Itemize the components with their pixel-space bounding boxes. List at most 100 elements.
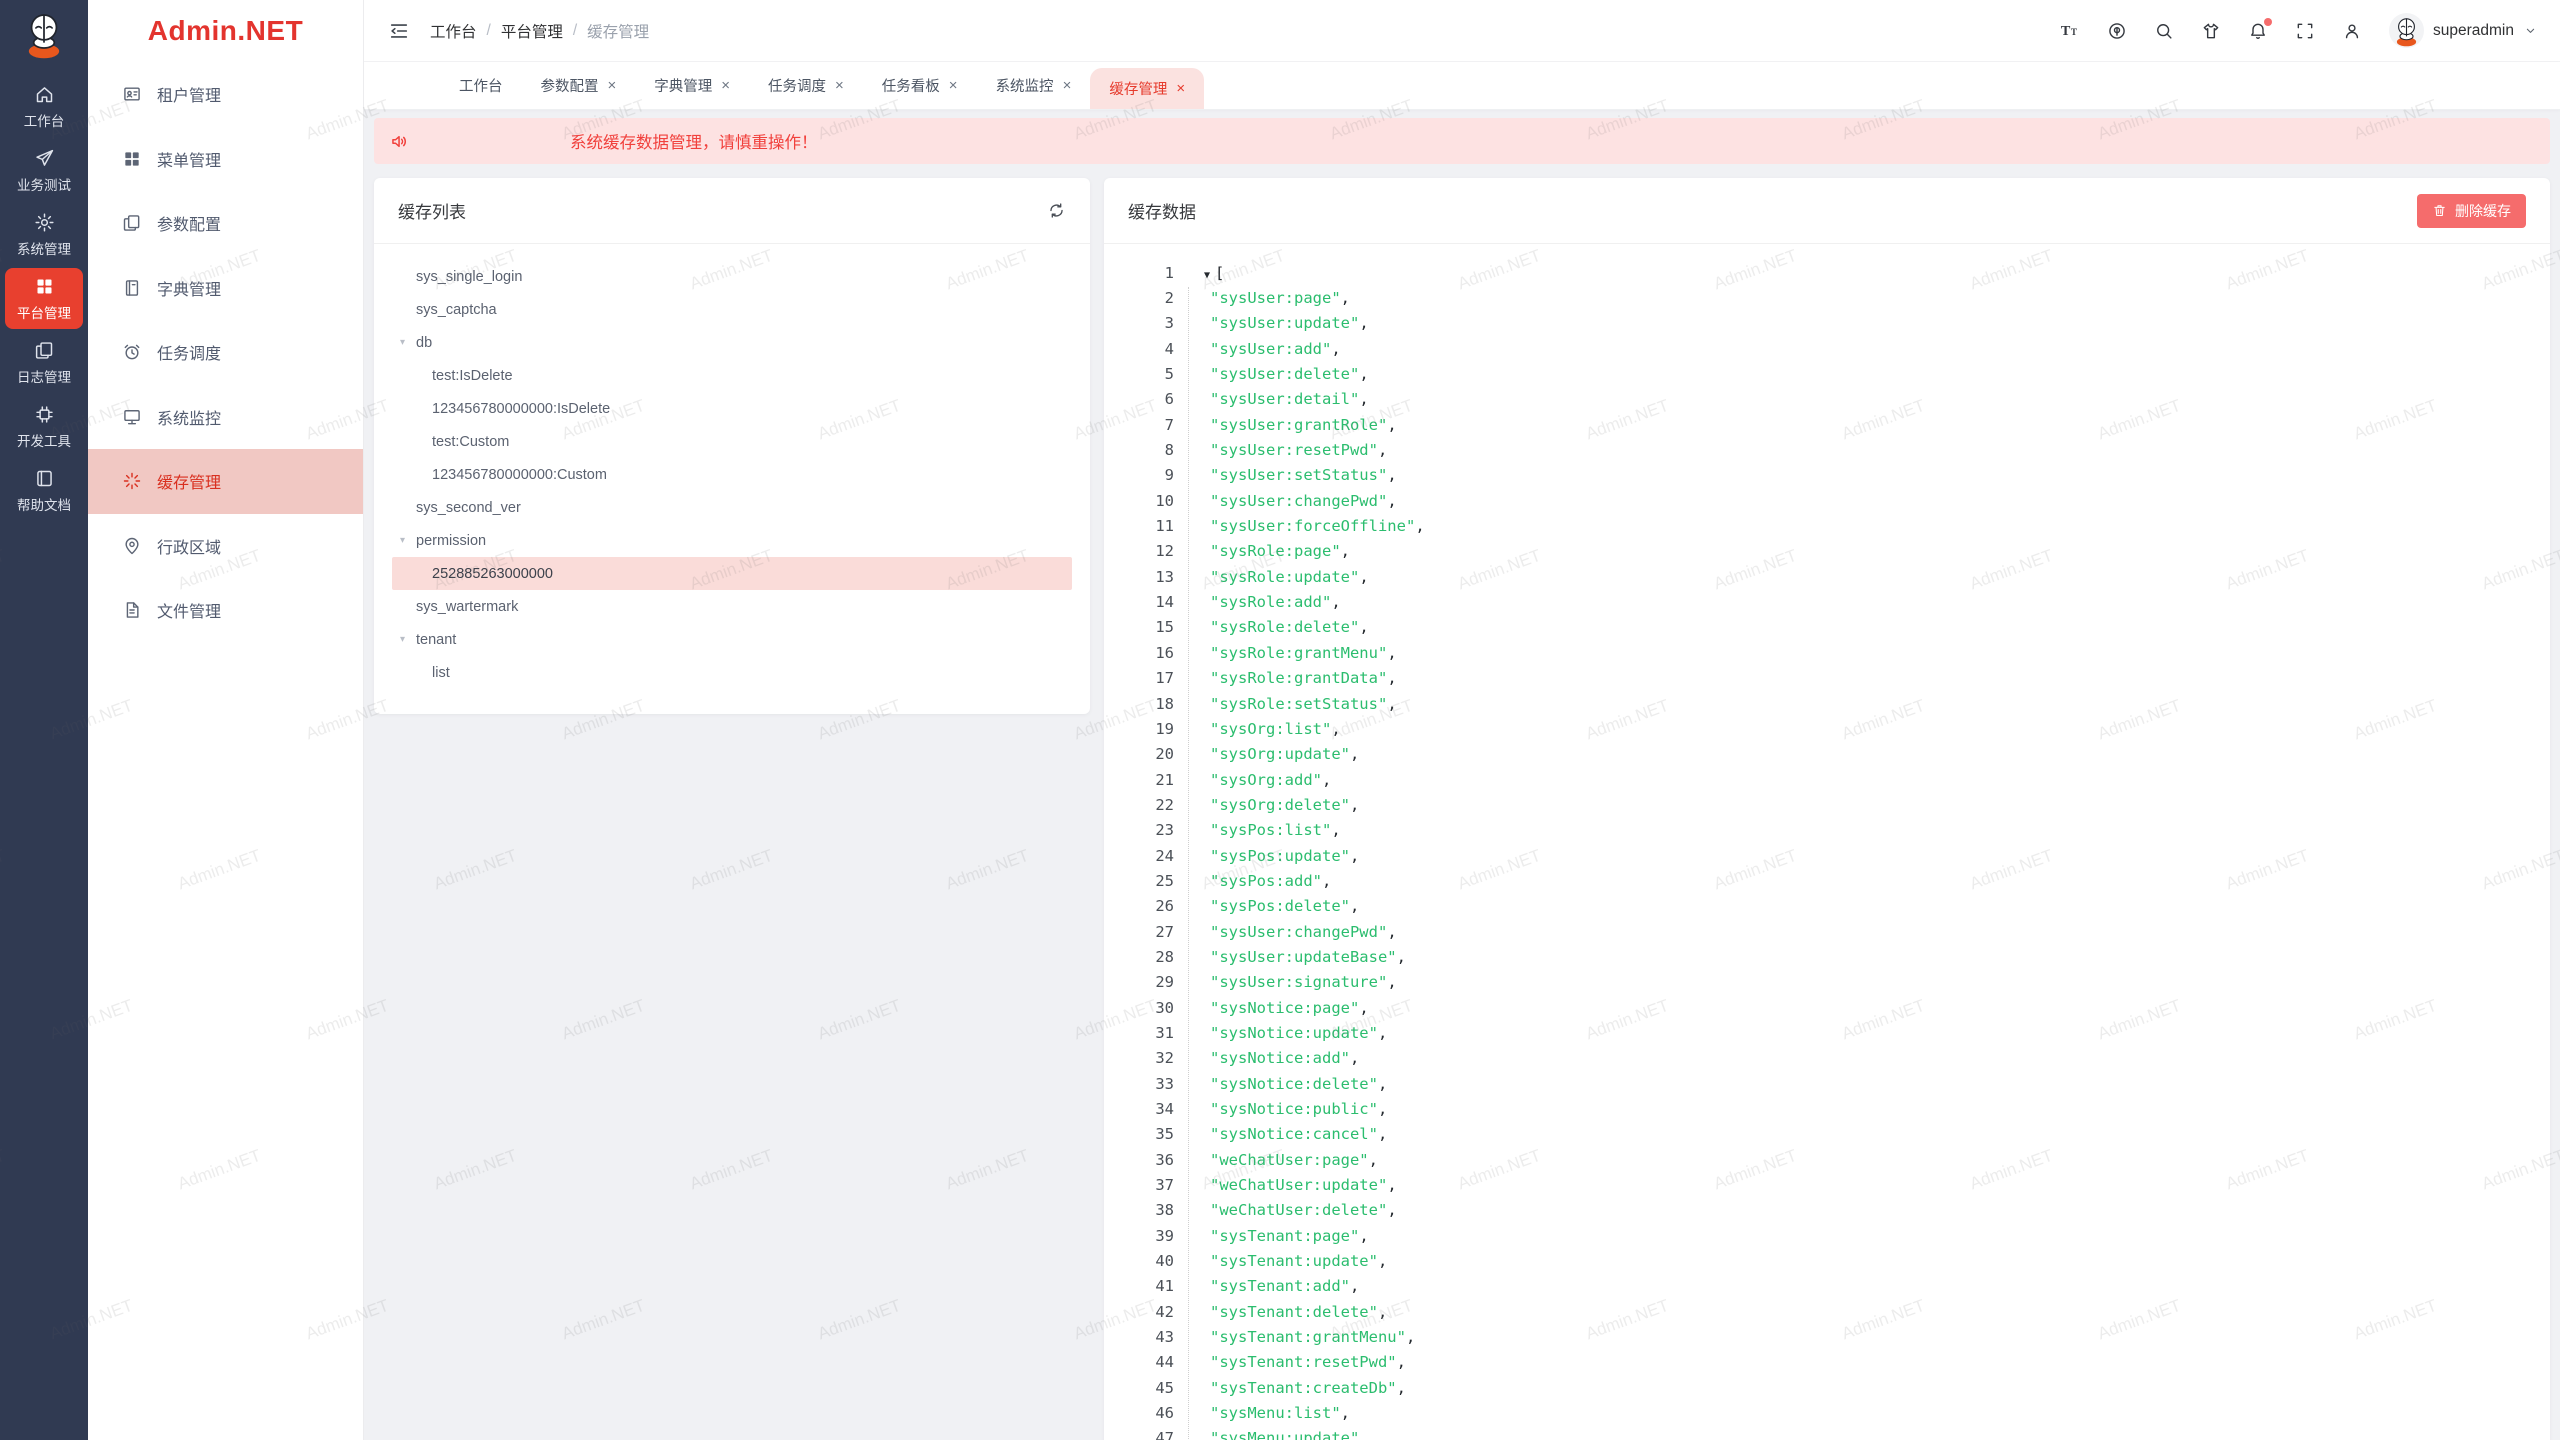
line-number: 15 bbox=[1155, 618, 1174, 637]
close-icon[interactable]: × bbox=[1176, 80, 1186, 97]
sidebar-item-行政区域[interactable]: 行政区域 bbox=[88, 514, 363, 579]
code-line: 11 "sysUser:forceOffline", bbox=[1124, 513, 2550, 538]
tree-item-sys_captcha[interactable]: sys_captcha bbox=[392, 293, 1072, 326]
avatar[interactable] bbox=[2389, 13, 2424, 48]
rail-item-工作台[interactable]: 工作台 bbox=[5, 76, 83, 137]
rail-item-帮助文档[interactable]: 帮助文档 bbox=[5, 460, 83, 521]
line-number: 46 bbox=[1155, 1404, 1174, 1423]
close-icon[interactable]: × bbox=[948, 77, 958, 94]
tree-item-test:IsDelete[interactable]: test:IsDelete bbox=[392, 359, 1072, 392]
json-string-value: "sysTenant:grantMenu", bbox=[1210, 1328, 1416, 1347]
code-line: 4 "sysUser:add", bbox=[1124, 336, 2550, 361]
json-string-value: "sysUser:page", bbox=[1210, 289, 1350, 308]
tree-item-252885263000000[interactable]: 252885263000000 bbox=[392, 557, 1072, 590]
code-line: 40 "sysTenant:update", bbox=[1124, 1248, 2550, 1273]
caret-down-icon[interactable]: ▾ bbox=[400, 634, 406, 645]
rail-item-系统管理[interactable]: 系统管理 bbox=[5, 204, 83, 265]
code-line: 47 "sysMenu:update", bbox=[1124, 1426, 2550, 1440]
close-icon[interactable]: × bbox=[721, 77, 731, 94]
sidebar-item-缓存管理[interactable]: 缓存管理 bbox=[88, 449, 363, 514]
tree-item-db[interactable]: ▾ db bbox=[392, 326, 1072, 359]
breadcrumb-item[interactable]: 平台管理 bbox=[500, 23, 563, 41]
sidebar-item-参数配置[interactable]: 参数配置 bbox=[88, 191, 363, 256]
user-icon[interactable] bbox=[2342, 21, 2362, 41]
rail-item-业务测试[interactable]: 业务测试 bbox=[5, 140, 83, 201]
tree-item-tenant[interactable]: ▾ tenant bbox=[392, 623, 1072, 656]
json-string-value: "sysMenu:update", bbox=[1210, 1429, 1369, 1440]
line-number: 34 bbox=[1155, 1100, 1174, 1119]
tree-item-list[interactable]: list bbox=[392, 656, 1072, 689]
breadcrumb-item[interactable]: 工作台 bbox=[430, 23, 477, 41]
search-icon[interactable] bbox=[2154, 21, 2174, 41]
theme-icon[interactable] bbox=[2201, 21, 2221, 41]
sidebar-item-任务调度[interactable]: 任务调度 bbox=[88, 320, 363, 385]
tab-任务看板[interactable]: 任务看板 × bbox=[863, 62, 977, 110]
sidebar-item-字典管理[interactable]: 字典管理 bbox=[88, 256, 363, 321]
tree-item-123456780000000:IsDelete[interactable]: 123456780000000:IsDelete bbox=[392, 392, 1072, 425]
rail-item-开发工具[interactable]: 开发工具 bbox=[5, 396, 83, 457]
json-string-value: "sysPos:update", bbox=[1210, 846, 1360, 865]
caret-down-icon[interactable]: ▾ bbox=[400, 535, 406, 546]
json-string-value: "sysPos:list", bbox=[1210, 821, 1341, 840]
line-number: 19 bbox=[1155, 719, 1174, 738]
json-string-value: "sysNotice:add", bbox=[1210, 1049, 1360, 1068]
code-line: 9 "sysUser:setStatus", bbox=[1124, 463, 2550, 488]
id-card-icon bbox=[122, 84, 142, 104]
line-number: 43 bbox=[1155, 1328, 1174, 1347]
line-number: 25 bbox=[1155, 871, 1174, 890]
tree-item-test:Custom[interactable]: test:Custom bbox=[392, 425, 1072, 458]
tab-参数配置[interactable]: 参数配置 × bbox=[522, 62, 636, 110]
sidebar-item-文件管理[interactable]: 文件管理 bbox=[88, 578, 363, 643]
line-number: 28 bbox=[1155, 947, 1174, 966]
caret-down-icon[interactable]: ▾ bbox=[400, 337, 406, 348]
tree-item-permission[interactable]: ▾ permission bbox=[392, 524, 1072, 557]
json-string-value: "sysPos:delete", bbox=[1210, 897, 1360, 916]
tab-系统监控[interactable]: 系统监控 × bbox=[977, 62, 1091, 110]
location-icon bbox=[122, 536, 142, 556]
close-icon[interactable]: × bbox=[1062, 77, 1072, 94]
tab-工作台[interactable]: 工作台 bbox=[440, 62, 522, 110]
json-string-value: "sysUser:delete", bbox=[1210, 365, 1369, 384]
code-line: 33 "sysNotice:delete", bbox=[1124, 1071, 2550, 1096]
close-icon[interactable]: × bbox=[835, 77, 844, 94]
line-number: 8 bbox=[1164, 441, 1174, 460]
delete-cache-button[interactable]: 删除缓存 bbox=[2417, 193, 2526, 228]
code-line: 24 "sysPos:update", bbox=[1124, 843, 2550, 868]
cache-data-panel: 缓存数据 删除缓存 1 ▼[2 "sysUser:page", 3 "sysUser:u… bbox=[1104, 178, 2550, 1440]
close-icon[interactable]: × bbox=[607, 77, 617, 94]
sidebar-item-租户管理[interactable]: 租户管理 bbox=[88, 62, 363, 127]
collapse-caret-icon[interactable]: ▼ bbox=[1204, 269, 1211, 281]
tree-item-sys_wartermark[interactable]: sys_wartermark bbox=[392, 590, 1072, 623]
rail-item-日志管理[interactable]: 日志管理 bbox=[5, 332, 83, 393]
sidebar-item-菜单管理[interactable]: 菜单管理 bbox=[88, 127, 363, 192]
fold-sidebar-icon[interactable] bbox=[388, 20, 410, 42]
tree-item-123456780000000:Custom[interactable]: 123456780000000:Custom bbox=[392, 458, 1072, 491]
bell-icon[interactable] bbox=[2248, 17, 2272, 41]
tree-item-sys_second_ver[interactable]: sys_second_ver bbox=[392, 491, 1072, 524]
rail-item-平台管理[interactable]: 平台管理 bbox=[5, 268, 83, 329]
svg-text:T: T bbox=[2071, 27, 2077, 37]
tab-label: 工作台 bbox=[459, 79, 503, 95]
tab-缓存管理[interactable]: 缓存管理 × bbox=[1090, 68, 1205, 109]
cache-list-title: 缓存列表 bbox=[398, 203, 466, 222]
fullscreen-icon[interactable] bbox=[2295, 21, 2315, 41]
code-line: 3 "sysUser:update", bbox=[1124, 311, 2550, 336]
refresh-icon[interactable] bbox=[1047, 201, 1066, 220]
json-string-value: "sysRole:page", bbox=[1210, 542, 1350, 561]
app-logo-mascot[interactable] bbox=[18, 9, 70, 61]
tab-任务调度[interactable]: 任务调度 × bbox=[749, 62, 863, 110]
json-string-value: "weChatUser:update", bbox=[1210, 1176, 1397, 1195]
trash-icon bbox=[2432, 203, 2447, 218]
line-number: 30 bbox=[1155, 998, 1174, 1017]
tree-item-label: db bbox=[416, 334, 433, 351]
tree-item-label: 252885263000000 bbox=[432, 565, 553, 582]
json-string-value: "sysRole:setStatus", bbox=[1210, 694, 1397, 713]
language-icon[interactable] bbox=[2107, 21, 2127, 41]
tab-字典管理[interactable]: 字典管理 × bbox=[635, 62, 749, 110]
sidebar-item-label: 系统监控 bbox=[157, 410, 222, 428]
user-menu[interactable]: superadmin bbox=[2389, 13, 2538, 48]
line-number: 38 bbox=[1155, 1201, 1174, 1220]
tree-item-sys_single_login[interactable]: sys_single_login bbox=[392, 260, 1072, 293]
sidebar-item-系统监控[interactable]: 系统监控 bbox=[88, 385, 363, 450]
